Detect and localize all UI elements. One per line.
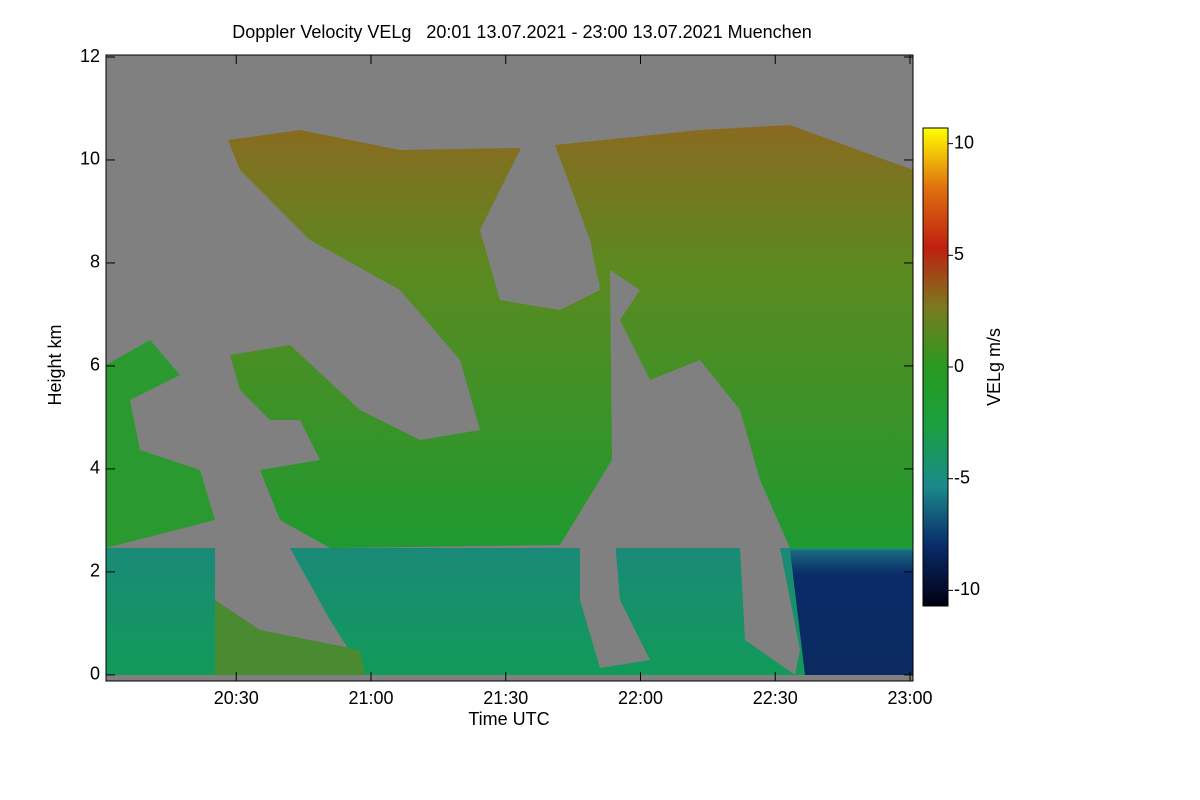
colorbar-label: VELg m/s <box>984 328 1004 406</box>
cloud-region <box>215 600 365 675</box>
colorbar <box>922 127 949 607</box>
colorbar-tick-label: -5 <box>954 467 970 487</box>
x-tick-label: 20:30 <box>214 688 259 708</box>
heatmap <box>106 55 913 681</box>
x-tick-label: 21:00 <box>348 688 393 708</box>
colorbar-tick-label: -10 <box>954 579 980 599</box>
y-axis-label: Height km <box>45 324 65 405</box>
y-tick-label: 0 <box>90 664 100 684</box>
colorbar-tick-label: 0 <box>954 356 964 376</box>
chart-title: Doppler Velocity VELg 20:01 13.07.2021 -… <box>232 22 811 42</box>
y-tick-label: 12 <box>80 46 100 66</box>
x-tick-label: 22:30 <box>753 688 798 708</box>
y-tick-label: 4 <box>90 458 100 478</box>
colorbar-tick-label: 5 <box>954 244 964 264</box>
x-tick-label: 22:00 <box>618 688 663 708</box>
x-axis-label: Time UTC <box>468 709 549 729</box>
x-tick-label: 21:30 <box>483 688 528 708</box>
cloud-region <box>228 125 913 548</box>
x-tick-label: 23:00 <box>887 688 932 708</box>
y-tick-label: 2 <box>90 561 100 581</box>
y-tick-label: 10 <box>80 149 100 169</box>
plot-frame <box>105 54 914 682</box>
no-signal-area <box>740 548 800 675</box>
no-signal-area <box>480 145 600 310</box>
cloud-region <box>106 340 215 548</box>
colorbar-tick-label: 10 <box>954 132 974 152</box>
y-tick-label: 8 <box>90 252 100 272</box>
cloud-region <box>790 550 913 675</box>
y-tick-label: 6 <box>90 355 100 375</box>
no-signal-area <box>580 540 650 668</box>
